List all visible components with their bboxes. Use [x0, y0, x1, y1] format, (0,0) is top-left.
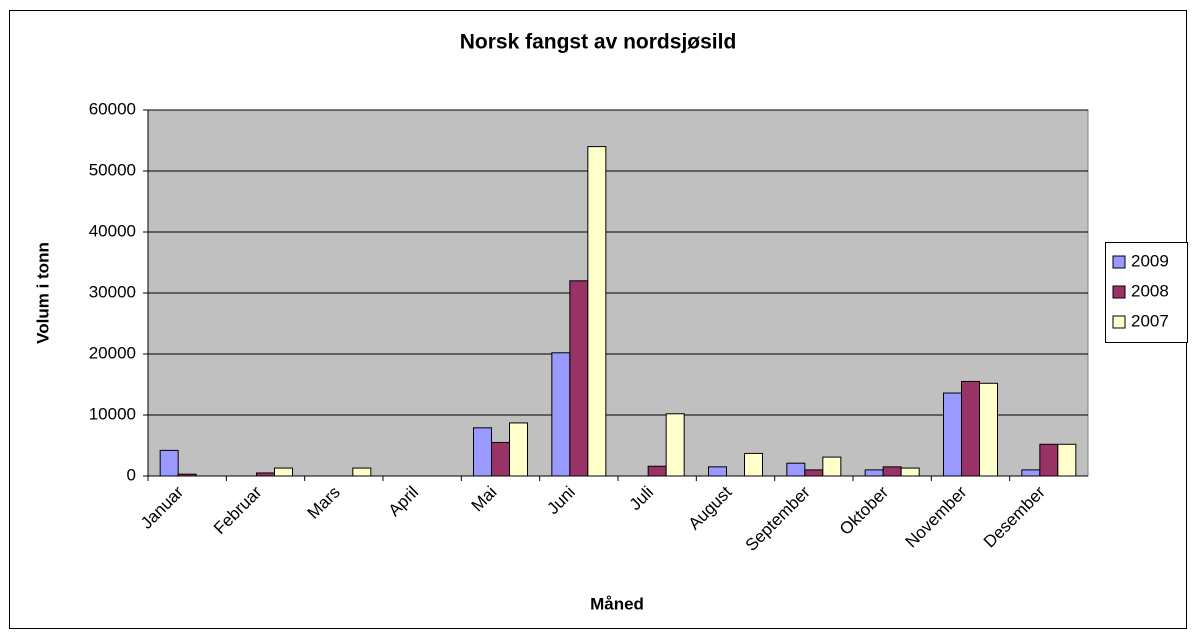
y-axis-title: Volum i tonn	[33, 242, 52, 344]
legend-label: 2008	[1131, 281, 1169, 300]
bar	[864, 469, 884, 477]
x-axis-title: Måned	[590, 594, 644, 613]
y-tick-label: 30000	[89, 282, 136, 301]
legend-swatch	[1112, 255, 1126, 269]
bar	[979, 382, 998, 477]
chart-title: Norsk fangst av nordsjøsild	[460, 31, 737, 54]
bar	[1057, 443, 1077, 477]
bar	[491, 441, 510, 477]
bar	[786, 462, 806, 477]
legend-label: 2007	[1131, 311, 1169, 330]
bar	[1021, 469, 1041, 477]
y-tick-label: 10000	[89, 404, 136, 423]
bar	[1039, 443, 1059, 477]
legend-swatch	[1112, 285, 1126, 299]
bar	[961, 380, 980, 477]
bar	[708, 466, 727, 477]
y-tick-label: 40000	[89, 221, 136, 240]
y-tick-label: 50000	[89, 160, 136, 179]
bar	[159, 449, 179, 477]
legend-swatch	[1112, 315, 1126, 329]
y-tick-label: 0	[127, 465, 136, 484]
bar	[744, 452, 763, 477]
bar	[569, 280, 589, 477]
bar	[473, 427, 492, 477]
bar	[177, 473, 197, 477]
bar	[647, 465, 667, 477]
bar	[900, 467, 920, 477]
bar	[587, 146, 607, 477]
bar	[943, 392, 962, 477]
bar	[274, 467, 293, 477]
bar	[822, 456, 842, 477]
bar	[256, 472, 275, 477]
legend-label: 2009	[1131, 251, 1169, 270]
bar	[352, 467, 372, 477]
bar	[882, 466, 902, 477]
bar	[665, 413, 685, 477]
bar	[509, 422, 528, 477]
bar	[804, 469, 824, 477]
y-tick-label: 60000	[89, 99, 136, 118]
y-tick-label: 20000	[89, 343, 136, 362]
bar	[551, 352, 571, 477]
